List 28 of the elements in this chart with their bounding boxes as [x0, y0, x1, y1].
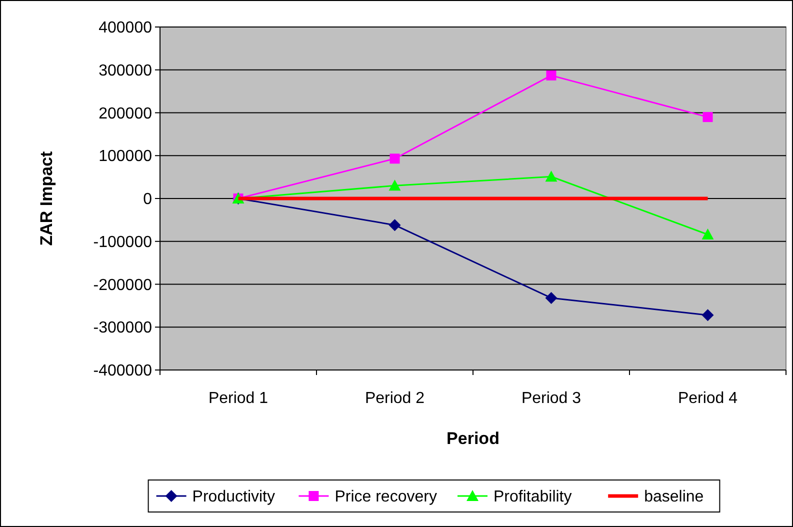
x-tick-label: Period 3: [521, 390, 582, 407]
x-axis-title: Period: [446, 429, 500, 448]
legend-label: Profitability: [494, 488, 572, 506]
x-tick-label: Period 4: [678, 390, 738, 407]
point: [545, 292, 558, 304]
point: [545, 170, 558, 182]
y-tick-label: 0: [143, 191, 152, 208]
x-tick-label: Period 1: [208, 390, 268, 407]
point: [388, 219, 401, 232]
y-tick-label: -400000: [93, 362, 152, 380]
legend-label: Productivity: [192, 488, 276, 506]
y-tick-label: -100000: [93, 234, 152, 251]
x-tick-label: Period 2: [364, 390, 425, 407]
y-axis-title: ZAR Impact: [37, 150, 56, 246]
y-tick-label: 200000: [98, 105, 152, 122]
point: [546, 70, 556, 80]
point: [702, 228, 714, 240]
y-tick-label: 400000: [98, 20, 152, 37]
point: [702, 112, 713, 122]
y-tick-label: -300000: [93, 320, 152, 337]
y-tick-label: 300000: [98, 62, 152, 80]
point: [702, 309, 714, 322]
legend-label: baseline: [644, 488, 704, 506]
point: [390, 154, 400, 164]
y-tick-label: -200000: [93, 276, 152, 294]
y-tick-label: 100000: [98, 148, 152, 166]
legend-label: Price recovery: [334, 488, 437, 506]
point: [388, 180, 401, 191]
